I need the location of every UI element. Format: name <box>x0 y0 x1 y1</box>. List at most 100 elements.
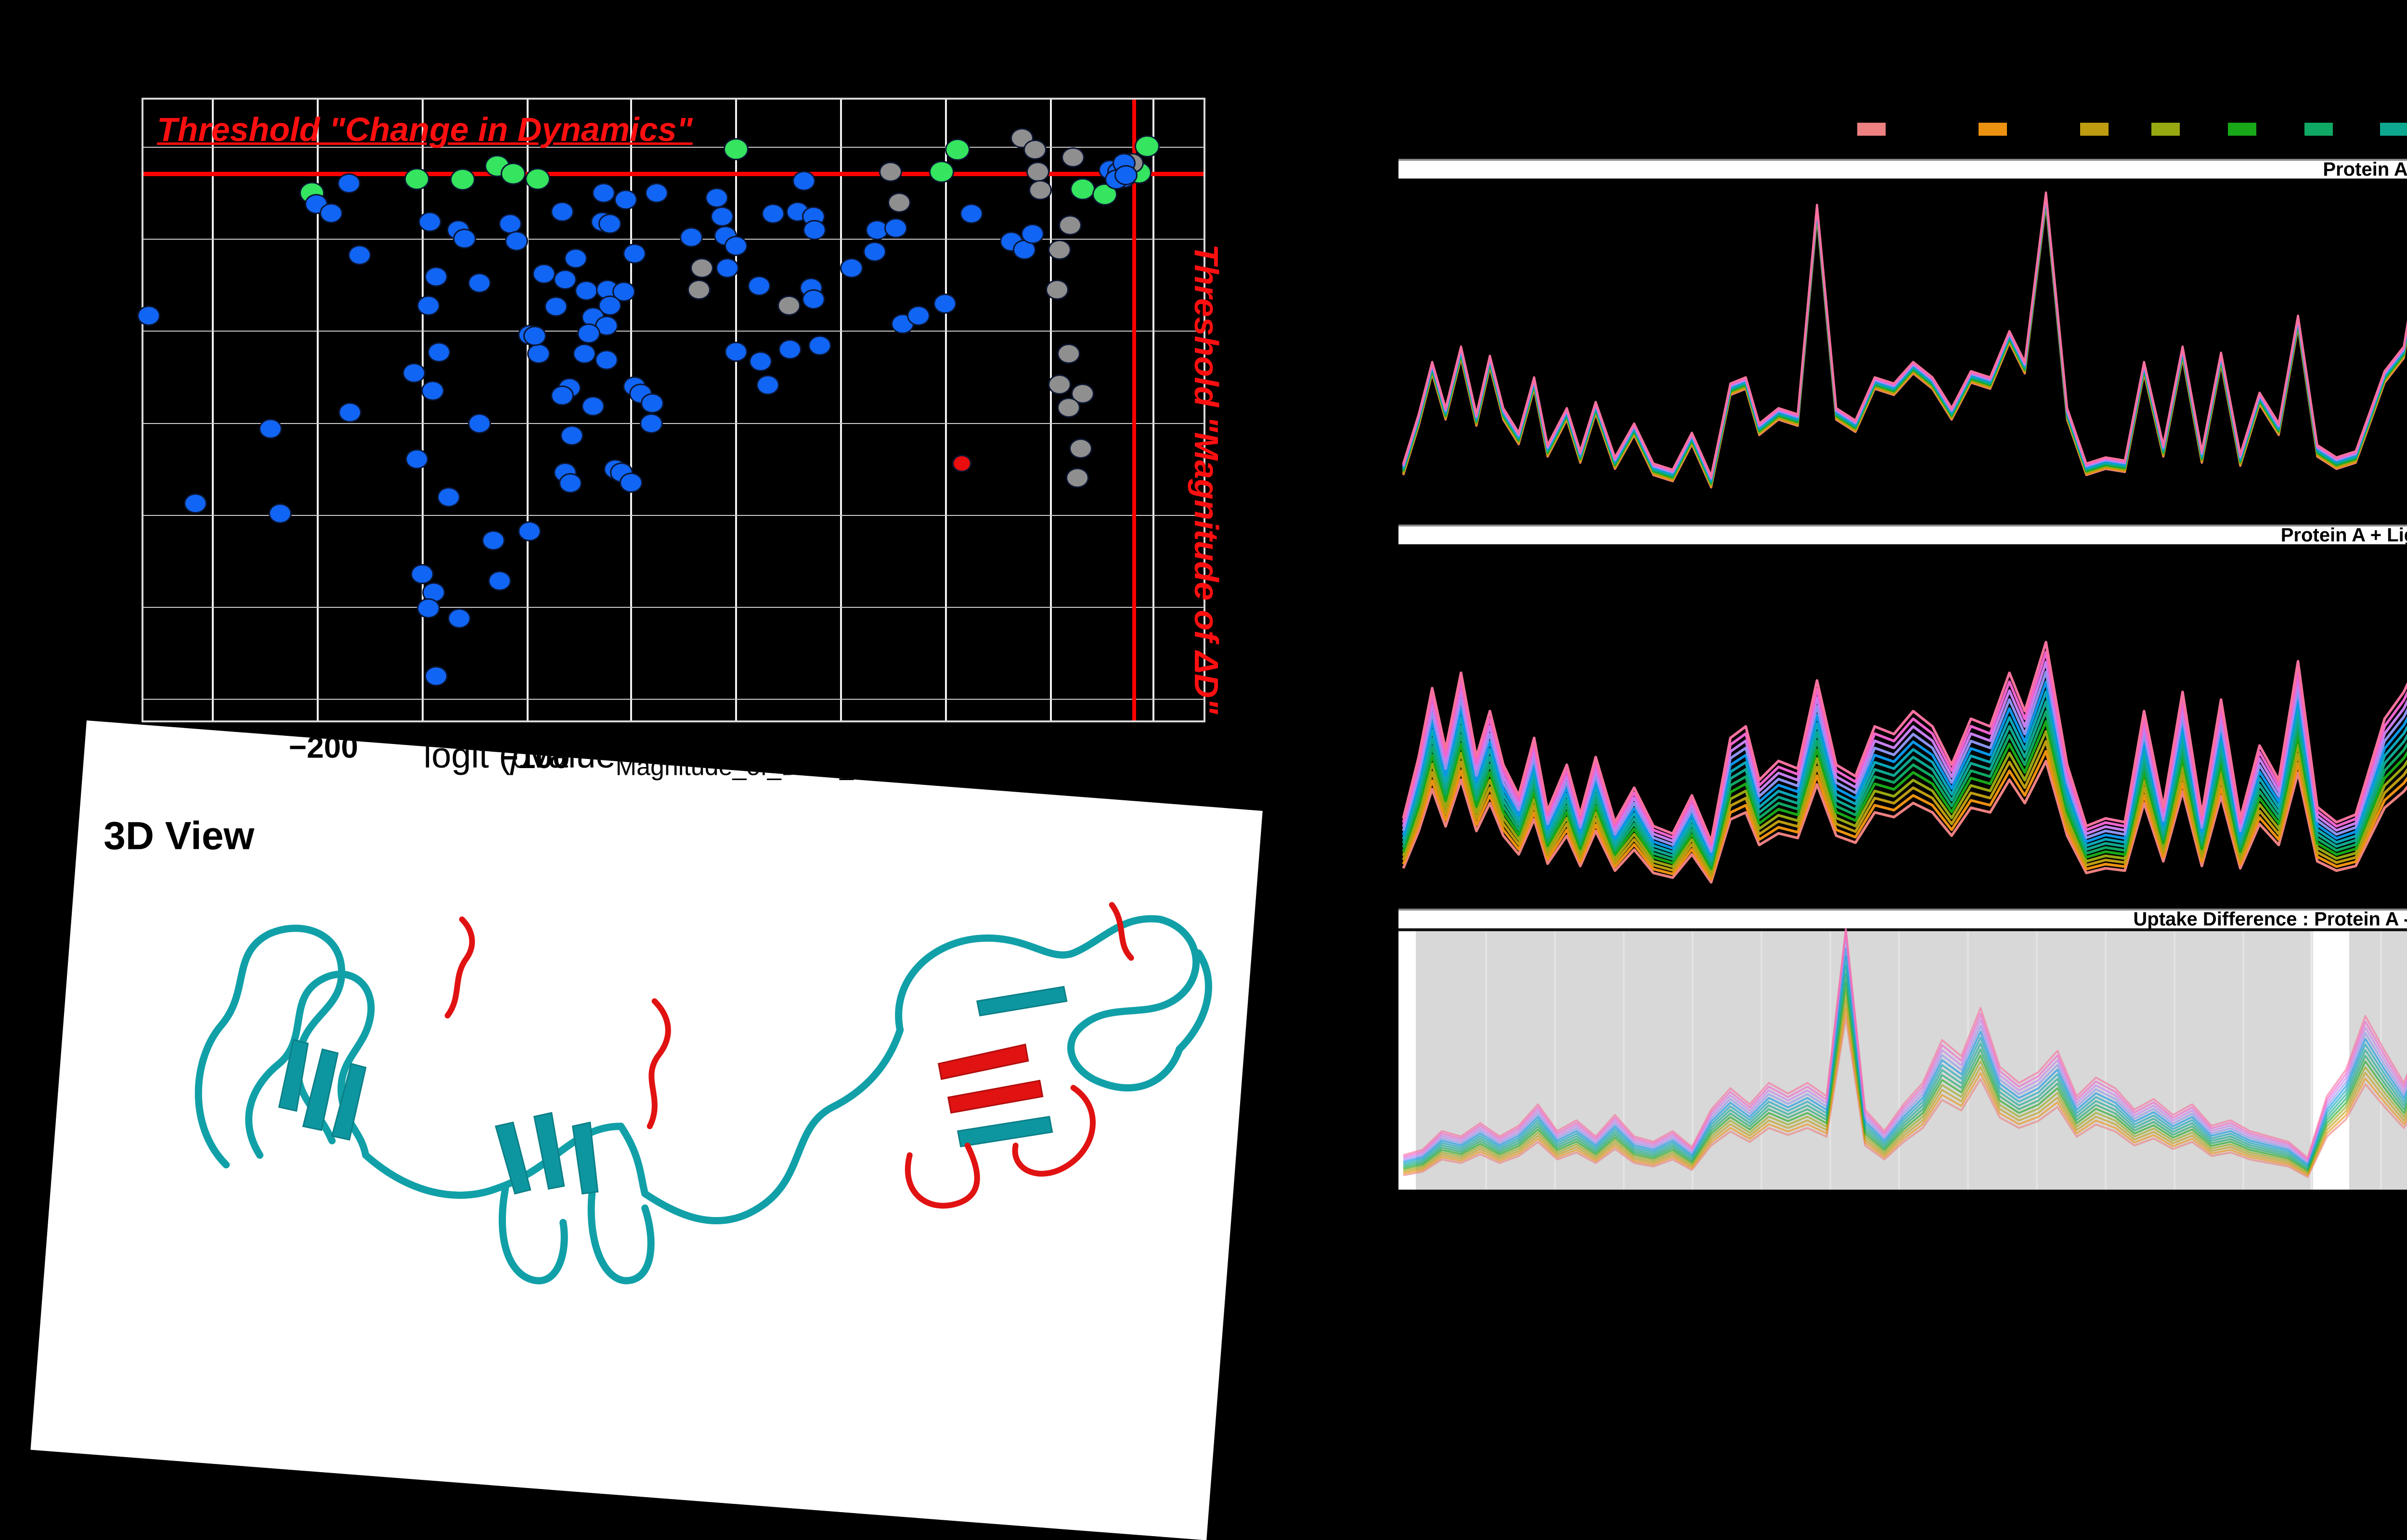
scatter-point-y <box>1023 140 1047 160</box>
scatter-point-b <box>592 182 615 203</box>
uptake-series-t3 <box>1402 740 2407 877</box>
gridline <box>143 330 1204 332</box>
gridline <box>1485 931 1487 1190</box>
scatter-point-b <box>338 402 362 423</box>
uptake-series-t13 <box>1402 641 2407 843</box>
x-label-suffix: ) <box>871 735 884 775</box>
gridline <box>143 423 1204 424</box>
uptake-series-t3 <box>1403 999 2407 1175</box>
scatter-point-b <box>748 276 771 296</box>
scatter-point-b <box>802 219 826 240</box>
uptake-series-t5 <box>1402 720 2407 870</box>
scatter-point-b <box>424 666 448 687</box>
volcano-plot[interactable]: Threshold "Change in Dynamics" Threshold… <box>137 98 1225 722</box>
uptake-chart-protein-a-ligand[interactable] <box>1398 542 2407 907</box>
scatter-point-b <box>1021 223 1045 244</box>
ribbon-teal-loops <box>194 915 1212 1284</box>
uptake-series-t4 <box>1403 990 2407 1173</box>
scatter-point-b <box>705 187 729 208</box>
uptake-series-t7 <box>1402 700 2407 863</box>
scatter-point-b <box>405 449 429 469</box>
gridline <box>212 100 214 720</box>
x-label-prefix: logit ( <box>423 735 511 775</box>
scatter-point-b <box>554 270 577 290</box>
threshold-change-label: Threshold "Change in Dynamics" <box>157 111 693 148</box>
legend-swatch-4 <box>2151 123 2180 136</box>
legend-swatch-7 <box>2380 123 2407 136</box>
gridline <box>143 238 1204 240</box>
scatter-point-b <box>417 295 440 316</box>
uptake-series-t12 <box>1402 651 2407 847</box>
panel-title-text: Protein A + Ligand <box>2280 525 2407 546</box>
scatter-point-g <box>945 139 971 161</box>
scatter-point-b <box>645 182 668 203</box>
scatter-point-b <box>756 375 779 396</box>
gridline <box>1152 100 1155 720</box>
gridline <box>630 100 632 720</box>
scatter-point-y <box>1028 180 1052 201</box>
threshold-vertical-line <box>1132 100 1137 720</box>
scatter-point-b <box>523 326 546 346</box>
scatter-point-b <box>468 272 492 293</box>
uptake-chart-protein-a[interactable] <box>1398 177 2407 523</box>
scatter-point-b <box>761 204 785 224</box>
scatter-point-b <box>421 381 445 401</box>
scatter-point-b <box>544 296 568 317</box>
scatter-point-b <box>749 351 772 372</box>
uptake-series-t1 <box>1403 1016 2407 1178</box>
gridline <box>1049 100 1052 720</box>
scatter-point-b <box>863 242 887 262</box>
scatter-point-b <box>716 257 739 278</box>
x-label-value: value <box>530 735 616 775</box>
legend-swatch-3 <box>2080 123 2109 136</box>
uptake-series-t1 <box>1402 759 2407 884</box>
panel-title-protein-a-ligand: Protein A + Ligand <box>1398 525 2407 546</box>
gridline <box>2036 931 2038 1190</box>
scatter-point-b <box>417 598 440 618</box>
no-coverage-gap <box>1398 931 1416 1190</box>
uptake-series-t6 <box>1403 974 2407 1170</box>
scatter-point-g <box>723 138 749 161</box>
gridline <box>2105 931 2107 1190</box>
scatter-point-y <box>687 279 711 300</box>
protein-3d-structure[interactable] <box>159 857 1242 1290</box>
threshold-magnitude-label: Threshold "Magnitude of ΔD" <box>1188 244 1225 714</box>
scatter-point-b <box>402 362 426 383</box>
uptake-difference-chart[interactable] <box>1398 926 2407 1190</box>
x-label-p: p <box>510 735 531 775</box>
ribbon-teal-strands <box>278 986 1068 1195</box>
uptake-series-t10 <box>1402 670 2407 853</box>
scatter-point-b <box>518 521 541 541</box>
gridline <box>2242 931 2244 1190</box>
scatter-point-y <box>1061 147 1085 167</box>
gridline <box>735 100 737 720</box>
scatter-point-g <box>929 160 955 183</box>
gridline <box>1898 931 1900 1190</box>
uptake-series-t2 <box>1403 1008 2407 1177</box>
scatter-point-b <box>550 202 574 222</box>
panel-title-protein-a: Protein A <box>1398 159 2407 180</box>
gridline <box>1760 931 1762 1190</box>
scatter-point-b <box>453 228 477 249</box>
scatter-point-b <box>488 570 511 591</box>
scatter-point-y <box>1069 438 1092 459</box>
scatter-point-b <box>614 189 637 210</box>
scatter-point-b <box>595 349 619 370</box>
gridline <box>1692 931 1694 1190</box>
scatter-point-y <box>888 192 911 213</box>
scatter-point-b <box>437 487 461 507</box>
gridline <box>945 100 947 720</box>
scatter-point-b <box>595 315 619 336</box>
scatter-point-b <box>575 281 598 301</box>
scatter-point-b <box>619 472 643 493</box>
scatter-point-b <box>884 218 908 239</box>
uptake-series-t7 <box>1403 965 2407 1168</box>
uptake-series-t1 <box>1402 203 2407 489</box>
uptake-series-t10 <box>1403 939 2407 1164</box>
legend-swatch-1 <box>1857 123 1886 136</box>
scatter-point-g <box>404 168 430 191</box>
scatter-point-y <box>690 257 714 278</box>
scatter-point-b <box>559 473 582 494</box>
gridline <box>2174 931 2175 1190</box>
scatter-point-y <box>1057 397 1081 418</box>
